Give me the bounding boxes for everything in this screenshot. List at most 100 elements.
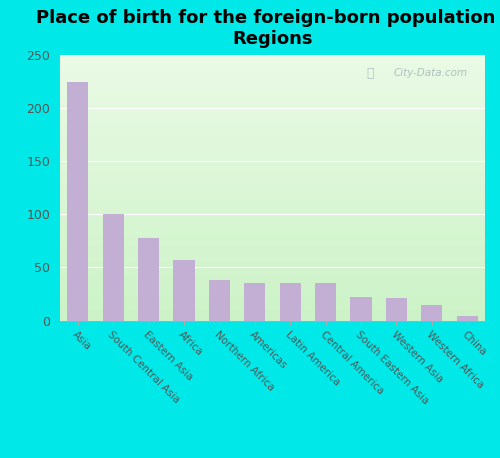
Bar bbox=[456, 316, 478, 321]
Bar bbox=[60, 71, 485, 74]
Bar bbox=[60, 233, 485, 235]
Bar bbox=[60, 265, 485, 267]
Bar bbox=[60, 100, 485, 103]
Bar bbox=[60, 92, 485, 95]
Bar bbox=[60, 257, 485, 260]
Bar bbox=[244, 284, 266, 321]
Bar bbox=[60, 95, 485, 98]
Bar bbox=[60, 289, 485, 291]
Bar bbox=[421, 305, 442, 321]
Bar bbox=[60, 142, 485, 145]
Bar bbox=[60, 114, 485, 116]
Bar bbox=[60, 68, 485, 71]
Bar bbox=[60, 145, 485, 148]
Bar bbox=[60, 137, 485, 140]
Bar bbox=[60, 105, 485, 108]
Bar bbox=[60, 220, 485, 222]
Bar bbox=[60, 188, 485, 191]
Bar bbox=[60, 140, 485, 142]
Title: Place of birth for the foreign-born population -
Regions: Place of birth for the foreign-born popu… bbox=[36, 9, 500, 48]
Bar bbox=[60, 191, 485, 193]
Bar bbox=[60, 98, 485, 100]
Bar bbox=[60, 305, 485, 307]
Bar bbox=[60, 185, 485, 188]
Bar bbox=[60, 60, 485, 63]
Bar bbox=[60, 129, 485, 132]
Bar bbox=[60, 262, 485, 265]
Bar bbox=[350, 297, 372, 321]
Bar bbox=[60, 174, 485, 177]
Bar bbox=[60, 148, 485, 151]
Bar bbox=[60, 193, 485, 196]
Bar bbox=[60, 209, 485, 212]
Bar bbox=[60, 158, 485, 161]
Bar bbox=[60, 164, 485, 167]
Bar bbox=[60, 291, 485, 294]
Bar bbox=[60, 222, 485, 225]
Bar bbox=[60, 89, 485, 92]
Bar bbox=[60, 135, 485, 137]
Bar bbox=[386, 298, 407, 321]
Bar bbox=[138, 238, 159, 321]
Bar bbox=[60, 313, 485, 315]
Bar bbox=[60, 177, 485, 180]
Bar bbox=[60, 307, 485, 310]
Bar bbox=[60, 225, 485, 228]
Bar bbox=[60, 302, 485, 305]
Bar bbox=[60, 310, 485, 313]
Bar bbox=[60, 87, 485, 89]
Bar bbox=[60, 79, 485, 82]
Bar bbox=[60, 217, 485, 220]
Bar bbox=[60, 116, 485, 119]
Bar bbox=[60, 167, 485, 169]
Bar bbox=[174, 260, 195, 321]
Bar bbox=[60, 228, 485, 230]
Bar bbox=[60, 151, 485, 153]
Bar bbox=[60, 74, 485, 76]
Bar bbox=[60, 249, 485, 251]
Bar bbox=[60, 281, 485, 284]
Bar bbox=[60, 238, 485, 241]
Bar bbox=[60, 284, 485, 286]
Bar bbox=[60, 214, 485, 217]
Bar bbox=[60, 235, 485, 238]
Bar bbox=[60, 180, 485, 182]
Bar bbox=[60, 58, 485, 60]
Bar bbox=[60, 260, 485, 262]
Bar bbox=[60, 63, 485, 65]
Bar bbox=[60, 246, 485, 249]
Bar bbox=[60, 300, 485, 302]
Bar bbox=[60, 84, 485, 87]
Bar bbox=[60, 201, 485, 204]
Bar bbox=[60, 267, 485, 270]
Bar bbox=[60, 207, 485, 209]
Bar bbox=[60, 111, 485, 114]
Bar bbox=[102, 214, 124, 321]
Bar bbox=[60, 318, 485, 321]
Bar bbox=[60, 55, 485, 58]
Bar bbox=[60, 315, 485, 318]
Bar bbox=[60, 270, 485, 273]
Bar bbox=[315, 284, 336, 321]
Bar bbox=[60, 108, 485, 111]
Bar bbox=[60, 153, 485, 156]
Bar bbox=[209, 280, 230, 321]
Bar bbox=[60, 76, 485, 79]
Bar bbox=[60, 278, 485, 281]
Bar bbox=[60, 196, 485, 198]
Bar bbox=[60, 127, 485, 129]
Bar bbox=[60, 156, 485, 158]
Bar bbox=[60, 244, 485, 246]
Bar bbox=[60, 230, 485, 233]
Bar bbox=[60, 82, 485, 84]
Bar bbox=[60, 273, 485, 275]
Bar bbox=[60, 132, 485, 135]
Bar bbox=[60, 251, 485, 254]
Bar bbox=[60, 124, 485, 127]
Bar bbox=[60, 103, 485, 105]
Bar bbox=[60, 182, 485, 185]
Bar bbox=[60, 121, 485, 124]
Text: City-Data.com: City-Data.com bbox=[394, 68, 468, 78]
Bar bbox=[60, 119, 485, 121]
Bar bbox=[60, 169, 485, 172]
